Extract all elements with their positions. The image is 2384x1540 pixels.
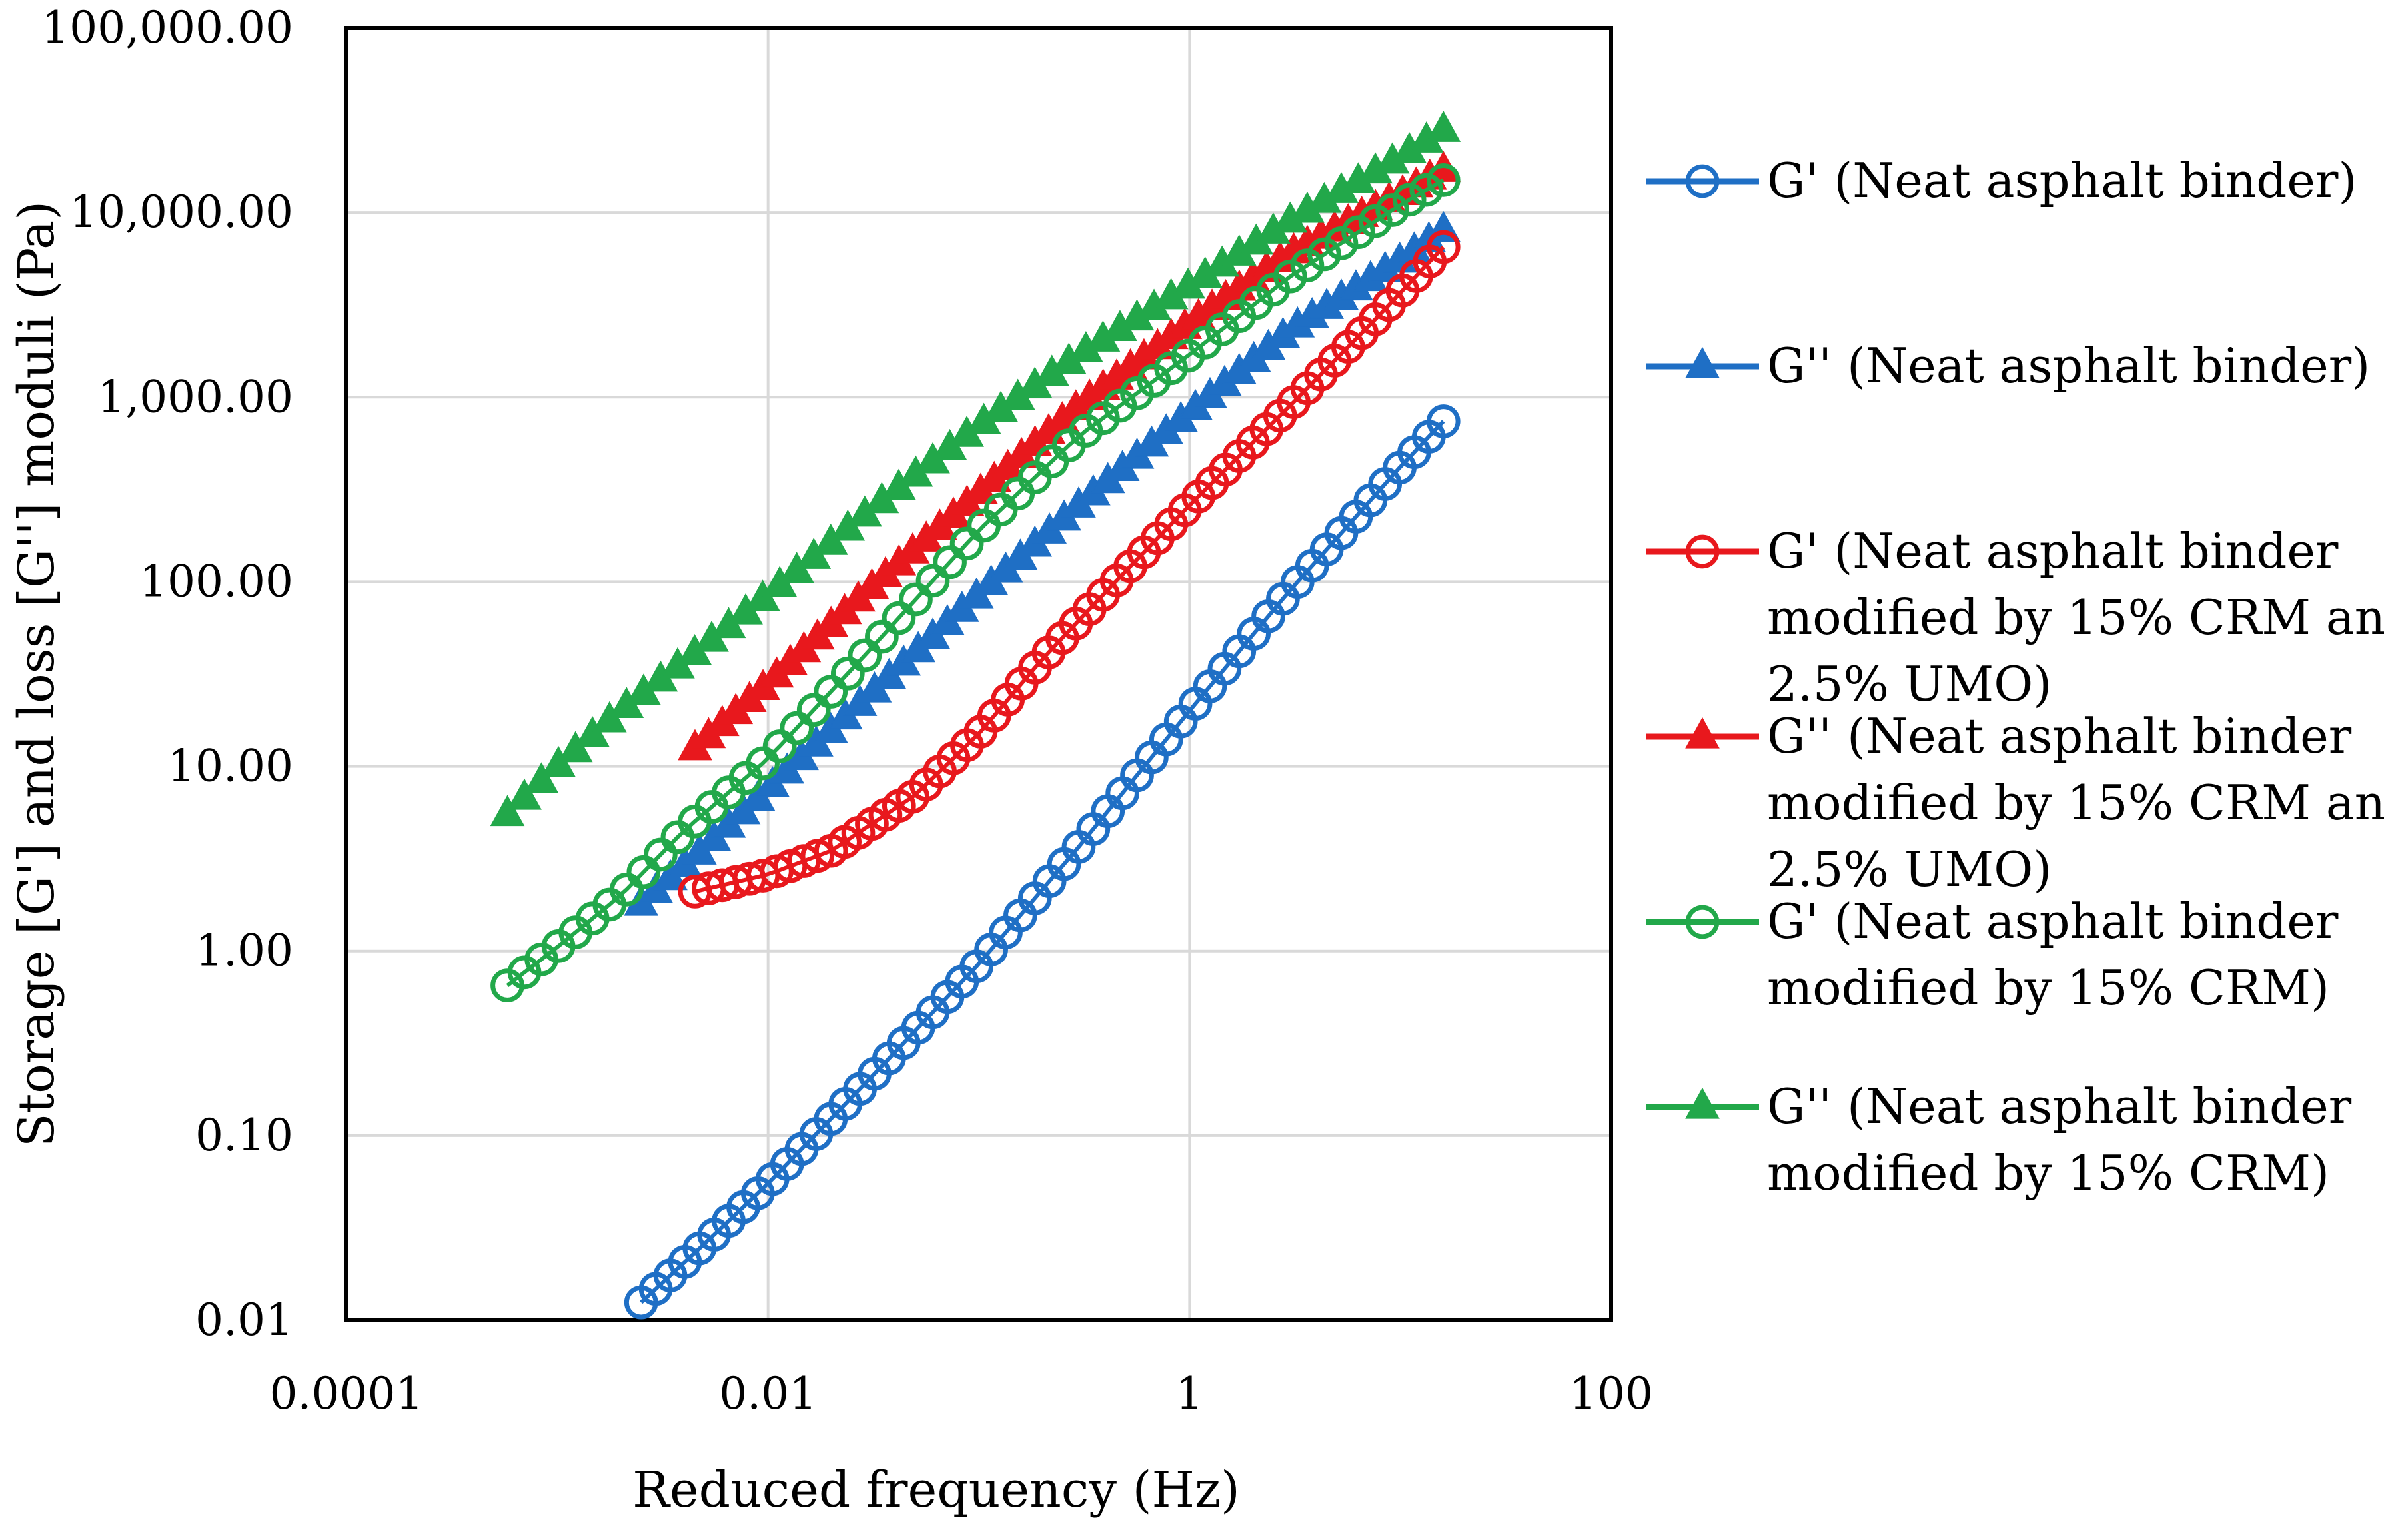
legend: G' (Neat asphalt binder) G'' (Neat asphal…	[1646, 153, 2384, 1201]
y-tick-label: 1,000.00	[97, 371, 293, 422]
legend-label: G'' (Neat asphalt binder	[1767, 1078, 2352, 1134]
series-line	[640, 420, 1445, 1304]
data-point	[762, 729, 797, 763]
legend-item: G'' (Neat asphalt binder modified by 15% …	[1646, 708, 2384, 897]
series-group	[624, 404, 1461, 1320]
y-tick-label: 10,000.00	[69, 187, 293, 238]
data-point	[796, 693, 831, 727]
data-point	[882, 601, 916, 635]
y-tick-label: 100.00	[139, 556, 293, 607]
legend-label: G'' (Neat asphalt binder	[1767, 708, 2352, 764]
legend-marker	[1685, 717, 1720, 749]
legend-item: G' (Neat asphalt binder modified by 15% C…	[1646, 893, 2339, 1016]
data-point	[933, 545, 967, 579]
series	[490, 111, 1461, 1320]
x-tick-label: 0.0001	[270, 1368, 424, 1419]
legend-marker	[1685, 905, 1720, 939]
data-point	[1358, 204, 1393, 238]
data-point	[1426, 111, 1461, 142]
legend-marker	[1685, 534, 1720, 569]
legend-item: G'' (Neat asphalt binder)	[1646, 338, 2370, 394]
data-point	[865, 619, 899, 654]
data-point	[1426, 230, 1461, 264]
legend-marker	[1685, 1087, 1720, 1119]
series-group	[624, 210, 1461, 916]
data-point	[1324, 226, 1359, 260]
y-tick-label: 0.10	[195, 1110, 293, 1161]
y-axis-ticks: 0.01 0.10 1.00 10.00 100.00 1,000.00 10,000.00…	[41, 2, 293, 1346]
data-point	[1375, 193, 1409, 227]
legend-label: modified by 15% CRM and	[1767, 589, 2384, 645]
data-point	[524, 762, 559, 794]
legend-label: modified by 15% CRM)	[1767, 1145, 2329, 1201]
y-axis-title: Storage [G'] and loss [G''] moduli (Pa)	[8, 201, 65, 1147]
data-point	[830, 656, 865, 691]
data-point	[1426, 163, 1461, 197]
x-axis-title: Reduced frequency (Hz)	[632, 1461, 1240, 1519]
data-point	[848, 638, 882, 673]
data-point	[609, 872, 644, 907]
legend-item: G' (Neat asphalt binder modified by 15% C…	[1646, 523, 2384, 712]
data-point	[899, 582, 933, 617]
y-tick-label: 1.00	[195, 925, 293, 976]
y-tick-label: 0.01	[195, 1294, 293, 1346]
legend-label: G' (Neat asphalt binder	[1767, 893, 2339, 949]
x-tick-label: 0.01	[719, 1368, 817, 1419]
plot-area-border	[344, 26, 1613, 1322]
data-point	[915, 564, 950, 598]
legend-label: G'' (Neat asphalt binder)	[1767, 338, 2370, 394]
x-axis-ticks: 0.0001 0.01 1 100	[270, 1368, 1653, 1419]
legend-label: 2.5% UMO)	[1767, 841, 2052, 897]
series-group	[678, 230, 1461, 909]
data-point	[1341, 215, 1375, 250]
series-group	[490, 111, 1461, 827]
data-point	[490, 795, 525, 827]
legend-item: G'' (Neat asphalt binder modified by 15% …	[1646, 1078, 2352, 1201]
data-point	[949, 526, 984, 561]
y-tick-label: 100,000.00	[41, 2, 293, 53]
data-point	[1307, 237, 1341, 272]
data-point	[1409, 173, 1444, 207]
y-tick-label: 10.00	[167, 741, 293, 792]
data-point	[1426, 404, 1461, 438]
legend-label: G' (Neat asphalt binder	[1767, 523, 2339, 579]
legend-label: modified by 15% CRM and	[1767, 775, 2384, 831]
data-point	[1290, 248, 1325, 282]
legend-label: G' (Neat asphalt binder)	[1767, 153, 2357, 208]
legend-item: G' (Neat asphalt binder)	[1646, 153, 2357, 208]
data-point	[780, 711, 814, 745]
data-point	[1273, 259, 1307, 294]
x-tick-label: 1	[1175, 1368, 1203, 1419]
legend-marker	[1685, 346, 1720, 378]
legend-label: modified by 15% CRM)	[1767, 960, 2329, 1016]
data-point	[746, 746, 780, 781]
series-group	[490, 163, 1461, 1002]
x-tick-label: 100	[1569, 1368, 1653, 1419]
data-point	[644, 837, 678, 872]
data-point	[814, 675, 848, 709]
data-point	[1392, 183, 1427, 217]
legend-marker	[1685, 164, 1720, 198]
data-point	[507, 778, 542, 810]
legend-label: 2.5% UMO)	[1767, 656, 2052, 712]
data-point	[626, 855, 661, 889]
